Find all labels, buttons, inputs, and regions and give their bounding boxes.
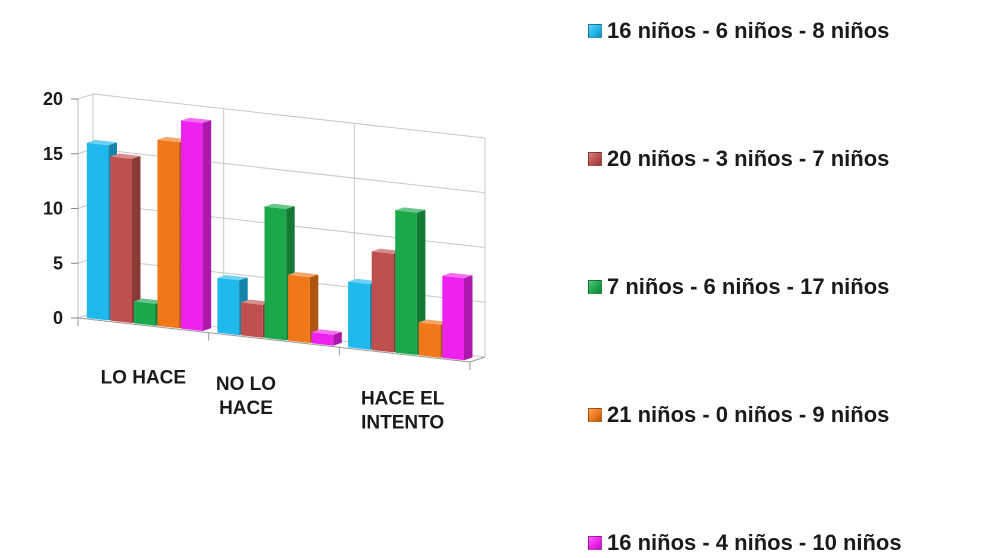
legend-swatch bbox=[588, 280, 602, 294]
x-tick-label: HACE EL INTENTO bbox=[361, 389, 445, 434]
legend-swatch bbox=[588, 24, 602, 38]
legend-entry: 21 niños - 0 niños - 9 niños bbox=[588, 400, 889, 430]
bar bbox=[110, 153, 141, 324]
y-tick-label: 0 bbox=[53, 308, 63, 328]
gridline bbox=[92, 93, 486, 139]
x-tick-label: NO LO HACE bbox=[216, 374, 276, 419]
bar-top bbox=[133, 298, 165, 304]
bar-front bbox=[157, 139, 180, 329]
bar-chart-3d: 0 5 10 15 20 LO HACE NO LO HACE HACE EL INTENTO bbox=[43, 89, 486, 434]
bar-side bbox=[416, 209, 426, 355]
chart-legend: 16 niños - 6 niños - 8 niños 20 niños - 3… bbox=[588, 0, 1008, 555]
bar-front bbox=[241, 302, 263, 338]
bar-front bbox=[395, 210, 417, 355]
bar-top bbox=[395, 207, 426, 213]
bar-side bbox=[464, 275, 473, 361]
legend-label: 21 niños - 0 niños - 9 niños bbox=[607, 402, 890, 427]
bar bbox=[181, 117, 212, 331]
bar-front bbox=[442, 275, 464, 361]
bar-top bbox=[217, 275, 248, 281]
bar-front bbox=[181, 120, 203, 331]
bar-front bbox=[217, 277, 240, 336]
legend-label: 16 niños - 4 niños - 10 niños bbox=[607, 530, 902, 555]
legend-swatch bbox=[588, 152, 602, 166]
bar-side bbox=[309, 274, 319, 343]
bar-front bbox=[133, 301, 156, 326]
bar-front bbox=[418, 322, 441, 358]
bar-front bbox=[348, 281, 370, 350]
bar-side bbox=[333, 331, 342, 346]
bar-front bbox=[371, 251, 394, 353]
bar-top bbox=[442, 272, 473, 279]
legend-label: 20 niños - 3 niños - 7 niños bbox=[607, 146, 890, 171]
bar-side bbox=[202, 120, 212, 331]
gridline-side bbox=[77, 93, 94, 100]
y-tick-label: 20 bbox=[43, 89, 63, 109]
y-axis: 0 5 10 15 20 bbox=[43, 89, 78, 328]
bar-side bbox=[132, 156, 141, 324]
x-axis: LO HACE NO LO HACE HACE EL INTENTO bbox=[101, 367, 445, 433]
bar-top bbox=[311, 329, 342, 335]
bar bbox=[311, 329, 342, 346]
bar-front bbox=[86, 142, 109, 321]
legend-entry: 16 niños - 4 niños - 10 niños bbox=[588, 528, 902, 558]
bar bbox=[442, 272, 473, 361]
gridline bbox=[92, 148, 486, 194]
y-tick-label: 15 bbox=[43, 144, 63, 164]
bars bbox=[86, 117, 473, 361]
bar-top bbox=[264, 203, 295, 209]
x-axis-line bbox=[77, 317, 471, 363]
legend-label: 7 niños - 6 niños - 17 niños bbox=[607, 274, 890, 299]
bar bbox=[395, 207, 426, 355]
x-tick-label: LO HACE bbox=[101, 367, 187, 388]
legend-entry: 20 niños - 3 niños - 7 niños bbox=[588, 144, 889, 174]
bar-top bbox=[288, 272, 319, 278]
bar-front bbox=[288, 274, 310, 343]
bar-top bbox=[157, 136, 188, 143]
legend-swatch bbox=[588, 408, 602, 422]
legend-entry: 7 niños - 6 niños - 17 niños bbox=[588, 272, 889, 302]
legend-label: 16 niños - 6 niños - 8 niños bbox=[607, 18, 890, 43]
bar-top bbox=[110, 153, 141, 159]
bar-top bbox=[241, 299, 272, 305]
bar-top bbox=[371, 248, 402, 254]
legend-entry: 16 niños - 6 niños - 8 niños bbox=[588, 16, 889, 46]
y-tick-label: 10 bbox=[43, 199, 63, 219]
floor-edge bbox=[469, 356, 486, 363]
bar-top bbox=[181, 117, 212, 123]
bar-front bbox=[311, 332, 334, 346]
bar-top bbox=[418, 319, 449, 325]
y-tick-label: 5 bbox=[53, 253, 63, 273]
bar-front bbox=[110, 156, 132, 324]
bar-top bbox=[86, 139, 117, 146]
bar bbox=[288, 272, 319, 343]
bar-front bbox=[264, 206, 287, 341]
bar-top bbox=[348, 278, 379, 284]
